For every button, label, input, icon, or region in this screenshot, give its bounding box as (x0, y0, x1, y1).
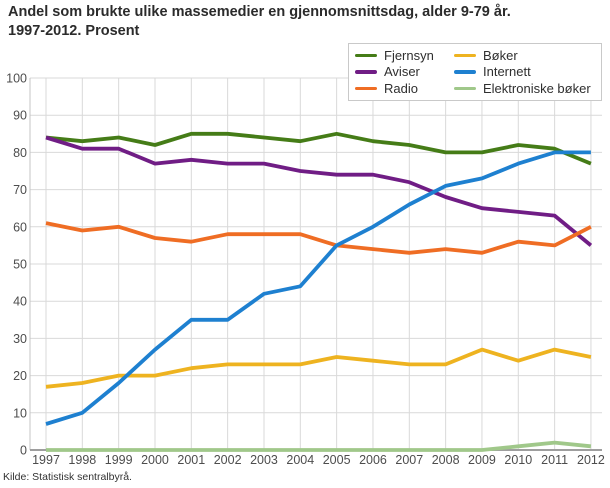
gridlines (29, 77, 602, 451)
y-tick-label: 20 (13, 369, 27, 383)
legend-item-boker: Bøker (454, 47, 601, 64)
series-line-fjernsyn (45, 131, 592, 166)
x-tick-label: 2007 (395, 453, 423, 467)
x-tick-label: 1998 (68, 453, 96, 467)
x-tick-label: 2003 (250, 453, 278, 467)
legend-swatch (355, 70, 377, 74)
x-tick-label: 2010 (504, 453, 532, 467)
x-tick-label: 2004 (286, 453, 314, 467)
x-tick-label: 2002 (214, 453, 242, 467)
legend-label: Internett (483, 64, 531, 80)
legend-swatch (355, 53, 377, 57)
chart-title-line2: 1997-2012. Prosent (8, 22, 140, 39)
chart-title: Andel som brukte ulike massemedier en gj… (8, 3, 588, 41)
legend-label: Bøker (483, 47, 518, 63)
y-tick-label: 60 (13, 220, 27, 234)
series-line-internett (45, 150, 591, 426)
legend-item-radio: Radio (355, 80, 454, 97)
legend-item-internett: Internett (454, 64, 601, 81)
series-line-boker (45, 347, 592, 389)
legend-item-fjernsyn: Fjernsyn (355, 47, 454, 64)
x-tick-label: 2009 (468, 453, 496, 467)
source-note: Kilde: Statistisk sentralbyrå. (3, 471, 132, 483)
x-tick-label: 1999 (105, 453, 133, 467)
y-tick-label: 80 (13, 146, 27, 160)
x-tick-label: 2000 (141, 453, 169, 467)
legend-swatch (454, 86, 476, 90)
x-tick-label: 2011 (541, 453, 568, 467)
x-tick-label: 2001 (177, 453, 205, 467)
y-axis-labels: 0 10 20 30 40 50 60 70 80 90 100 (6, 72, 27, 458)
y-tick-label: 90 (13, 109, 27, 123)
legend: Fjernsyn Aviser Radio Bøker Internett Elektro… (348, 43, 602, 101)
y-tick-label: 50 (13, 258, 27, 272)
series-line-radio (45, 221, 592, 255)
y-tick-label: 70 (13, 183, 27, 197)
legend-swatch (454, 53, 476, 57)
legend-swatch (355, 86, 377, 90)
legend-label: Aviser (384, 64, 420, 80)
y-tick-label: 30 (13, 332, 27, 346)
x-tick-label: 1997 (32, 453, 60, 467)
y-tick-label: 100 (6, 72, 27, 86)
legend-item-aviser: Aviser (355, 64, 454, 81)
x-tick-label: 2008 (432, 453, 460, 467)
x-tick-label: 2012 (577, 453, 605, 467)
legend-column: Bøker Internett Elektroniske bøker (454, 47, 601, 97)
legend-label: Radio (384, 80, 418, 96)
x-axis-labels: 1997 1998 1999 2000 2001 2002 2003 2004 2005 2006… (32, 453, 605, 467)
y-tick-label: 10 (13, 406, 27, 420)
x-tick-label: 2006 (359, 453, 387, 467)
series-lines (45, 131, 593, 452)
y-tick-label: 40 (13, 295, 27, 309)
legend-item-elektroniske-boker: Elektroniske bøker (454, 80, 601, 97)
x-tick-label: 2005 (323, 453, 351, 467)
legend-swatch (454, 70, 476, 74)
series-line-aviser (45, 135, 593, 247)
legend-label: Fjernsyn (384, 47, 434, 63)
chart-title-line1: Andel som brukte ulike massemedier en gj… (8, 4, 511, 20)
legend-column: Fjernsyn Aviser Radio (355, 47, 454, 97)
legend-label: Elektroniske bøker (483, 80, 591, 96)
y-tick-label: 0 (20, 444, 27, 458)
series-line-elektroniske-boker (46, 440, 592, 452)
